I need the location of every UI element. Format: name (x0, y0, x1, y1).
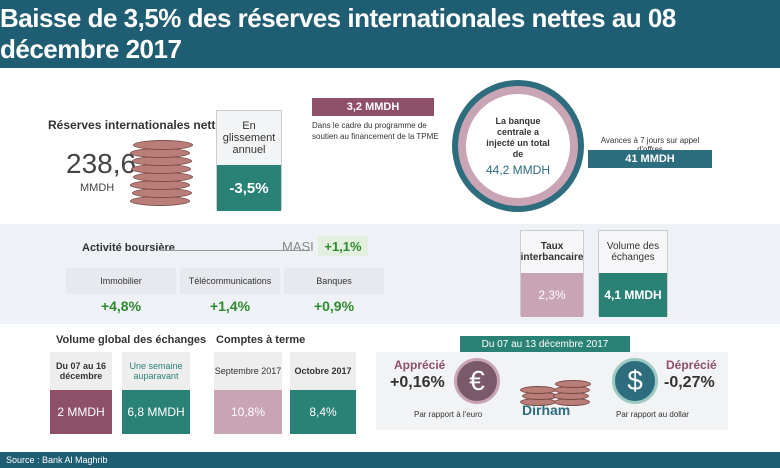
volume-value: 4,1 MMDH (599, 273, 667, 317)
period1-box: Du 07 au 16 décembre 2 MMDH (50, 352, 112, 434)
m2-label: Octobre 2017 (290, 352, 356, 390)
circle-value: 44,2 MMDH (485, 162, 550, 177)
euro-icon: € (454, 358, 500, 404)
m1-value: 10,8% (214, 390, 282, 434)
appr-value: +0,16% (390, 374, 445, 391)
bourse-title: Activité boursière (82, 242, 175, 254)
period2-box: Une semaine auparavant 6,8 MMDH (122, 352, 190, 434)
tpme-value: 3,2 MMDH (312, 98, 434, 116)
sector-banques: Banques +0,9% (284, 268, 384, 318)
sector-value: +1,4% (209, 298, 251, 314)
masi-label: MASI (282, 239, 314, 254)
period1-value: 2 MMDH (50, 390, 112, 434)
dirham-label: Dirham (522, 402, 571, 418)
period2-label: Une semaine auparavant (122, 352, 190, 390)
circle-text: La banque centrale a injecté un total de (486, 115, 550, 159)
taux-box: Taux interbancaire 2,3% (520, 230, 584, 317)
depr-value: -0,27% (664, 374, 715, 391)
comptes-m2-box: Octobre 2017 8,4% (290, 352, 356, 434)
comptes-title: Comptes à terme (216, 334, 306, 346)
depr-ref: Par rapport au dollar (616, 410, 689, 419)
sector-telecom: Télécommunications +1,4% (180, 268, 280, 318)
sector-value: +4,8% (100, 298, 142, 314)
sliding-box: En glissement annuel -3,5% (216, 110, 282, 211)
comptes-m1-box: Septembre 2017 10,8% (214, 352, 282, 434)
sector-label: Télécommunications (180, 268, 280, 294)
volume-global-title: Volume global des échanges (56, 334, 207, 346)
sliding-value: -3,5% (217, 165, 281, 211)
dollar-icon: $ (612, 358, 658, 404)
reserves-label: Réserves internationales nettes (48, 118, 229, 132)
tpme-desc: Dans le cadre du programme de soutien au… (312, 121, 439, 141)
m1-label: Septembre 2017 (214, 352, 282, 390)
taux-value: 2,3% (521, 273, 583, 317)
taux-label: Taux interbancaire (520, 241, 584, 263)
period1-label: Du 07 au 16 décembre (50, 352, 112, 390)
sector-immobilier: Immobilier +4,8% (66, 268, 176, 318)
advance-label: Avances à 7 jours sur appel d'offres (600, 136, 700, 154)
source-footer: Source : Bank Al Maghrib (0, 452, 780, 468)
dirham-coins-icon (520, 374, 591, 410)
advance-value: 41 MMDH (588, 150, 712, 168)
page-title: Baisse de 3,5% des réserves internationa… (0, 0, 780, 68)
sector-label: Immobilier (66, 268, 176, 294)
volume-label: Volume des échanges (606, 241, 660, 263)
coin-stack-icon (130, 140, 196, 208)
bourse-line (160, 250, 310, 251)
appr-label: Apprécié (394, 358, 446, 372)
sector-label: Banques (284, 268, 384, 294)
period2-value: 6,8 MMDH (122, 390, 190, 434)
sector-value: +0,9% (313, 298, 355, 314)
depr-label: Déprécié (666, 358, 717, 372)
appr-ref: Par rapport à l'euro (414, 410, 483, 419)
sliding-label: En glissement annuel (222, 120, 276, 156)
reserves-value: 238,6 (66, 148, 137, 179)
reserves-unit: MMDH (80, 182, 115, 194)
m2-value: 8,4% (290, 390, 356, 434)
injection-circle: La banque centrale a injecté un total de… (452, 80, 584, 212)
volume-box: Volume des échanges 4,1 MMDH (598, 230, 668, 317)
dirham-period: Du 07 au 13 décembre 2017 (460, 336, 630, 352)
masi-value: +1,1% (318, 236, 368, 256)
